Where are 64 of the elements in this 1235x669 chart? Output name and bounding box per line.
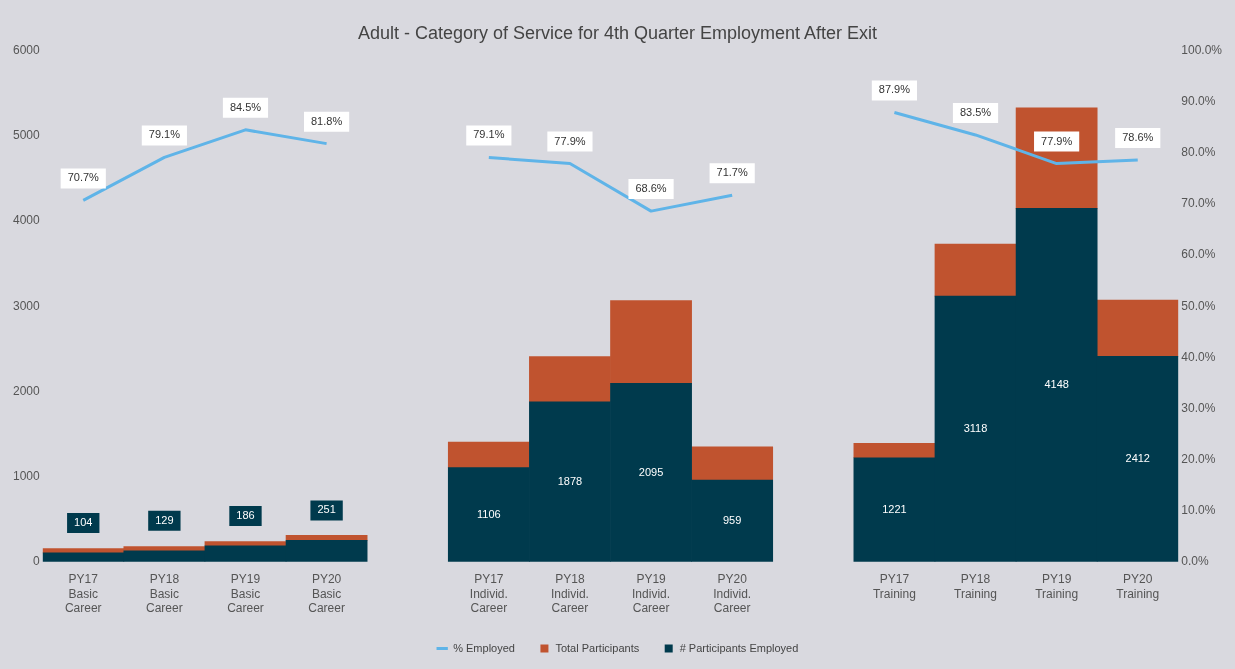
bar <box>691 446 774 481</box>
x-tick-label: PY20 Training <box>1116 572 1160 601</box>
legend-label: # Participants Employed <box>679 641 799 654</box>
data-label: 104 <box>74 515 93 528</box>
y2-tick-label: 20.0% <box>1181 451 1216 466</box>
legend-label: Total Participants <box>555 641 640 654</box>
y2-tick-label: 80.0% <box>1181 145 1216 160</box>
legend-label: % Employed <box>453 641 515 654</box>
data-label: 2412 <box>1125 452 1150 465</box>
data-label: 84.5% <box>229 100 262 113</box>
data-label: 1106 <box>477 507 501 520</box>
y2-tick-label: 90.0% <box>1181 94 1216 109</box>
bar <box>204 541 287 547</box>
x-tick-label: PY19 Individ. Career <box>632 572 671 616</box>
y-tick-label: 2000 <box>12 383 41 398</box>
x-tick-label: PY19 Basic Career <box>227 572 264 616</box>
y2-tick-label: 70.0% <box>1181 196 1216 211</box>
x-tick-label: PY17 Basic Career <box>64 572 102 616</box>
x-tick-label: PY17 Training <box>872 572 916 601</box>
bar <box>853 442 936 459</box>
x-tick-label: PY18 Basic Career <box>146 572 183 616</box>
y2-tick-label: 0.0% <box>1181 554 1209 569</box>
y2-tick-label: 10.0% <box>1181 502 1216 517</box>
data-label: 77.9% <box>1041 134 1073 147</box>
bar <box>447 441 530 468</box>
data-label: 1878 <box>557 474 583 487</box>
data-label: 81.8% <box>311 114 343 127</box>
x-tick-label: PY18 Training <box>954 572 997 601</box>
x-tick-label: PY20 Individ. Career <box>713 572 752 616</box>
data-label: 3118 <box>963 422 988 434</box>
data-label: 77.9% <box>554 134 586 147</box>
data-label: 71.7% <box>716 166 748 179</box>
y-tick-label: 6000 <box>12 42 41 57</box>
x-tick-label: PY19 Training <box>1035 572 1079 601</box>
data-label: 87.9% <box>878 83 911 96</box>
y2-tick-label: 30.0% <box>1181 400 1216 415</box>
data-label: 79.1% <box>148 128 181 141</box>
y-tick-label: 4000 <box>12 213 41 228</box>
data-label: 4148 <box>1044 378 1069 391</box>
data-label: 251 <box>317 503 336 516</box>
y-tick-label: 5000 <box>12 128 41 143</box>
data-label: 1221 <box>882 502 907 515</box>
data-label: 2095 <box>638 465 664 478</box>
data-label: 129 <box>155 513 174 526</box>
y-tick-label: 1000 <box>12 468 41 483</box>
x-tick-label: PY20 Basic Career <box>308 572 345 616</box>
data-label: 79.1% <box>473 128 505 141</box>
y2-tick-label: 100.0% <box>1181 42 1223 57</box>
y2-tick-label: 60.0% <box>1181 247 1216 262</box>
y-tick-label: 0 <box>33 554 41 569</box>
data-label: 83.5% <box>959 105 992 118</box>
chart-title: Adult - Category of Service for 4th Quarter Employment After Exit <box>357 22 878 43</box>
bar <box>1096 299 1179 357</box>
data-label: 68.6% <box>635 182 667 195</box>
data-label: 959 <box>722 513 742 526</box>
data-label: 186 <box>236 508 255 521</box>
bar <box>934 243 1017 297</box>
y2-tick-label: 50.0% <box>1181 298 1216 313</box>
x-tick-label: PY18 Individ. Career <box>550 572 589 616</box>
data-label: 70.7% <box>67 171 100 184</box>
y-tick-label: 3000 <box>12 298 41 313</box>
data-label: 78.6% <box>1122 131 1154 144</box>
x-tick-label: PY17 Individ. Career <box>469 572 508 616</box>
y2-tick-label: 40.0% <box>1181 349 1216 364</box>
